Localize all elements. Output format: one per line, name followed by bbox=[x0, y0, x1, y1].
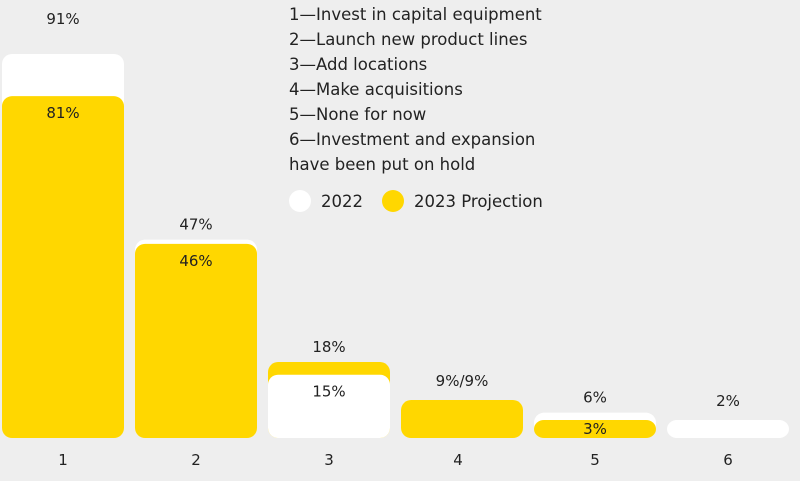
x-tick-label-6: 6 bbox=[723, 451, 733, 469]
series-swatch-2022 bbox=[289, 190, 311, 212]
value-label-top-2: 47% bbox=[179, 216, 212, 234]
bar-group-3: 18% 15% 3 bbox=[268, 338, 390, 469]
series-legend-2022: 2022 bbox=[289, 190, 363, 212]
bar-group-6: 2% 6 bbox=[667, 392, 789, 469]
category-legend: 1—Invest in capital equipment 2—Launch n… bbox=[289, 2, 542, 177]
series-legend-2023-projection: 2023 Projection bbox=[382, 190, 543, 212]
value-label-top-3: 18% bbox=[312, 338, 345, 356]
x-tick-label-1: 1 bbox=[58, 451, 68, 469]
category-legend-item-4: 4—Make acquisitions bbox=[289, 80, 463, 99]
bar-2022-3 bbox=[268, 374, 390, 438]
bar-group-2: 47% 46% 2 bbox=[135, 216, 257, 469]
value-label-bottom-2: 46% bbox=[179, 252, 212, 270]
value-label-bottom-1: 81% bbox=[46, 104, 79, 122]
bar-2023-projection-1 bbox=[2, 96, 124, 439]
value-label-top-1: 91% bbox=[46, 10, 79, 28]
category-legend-item-3: 3—Add locations bbox=[289, 55, 428, 74]
bar-group-1: 91% 81% 1 bbox=[2, 10, 124, 469]
category-legend-item-5: 5—None for now bbox=[289, 105, 427, 124]
value-label-top-6: 2% bbox=[716, 392, 740, 410]
category-legend-item-6: 6—Investment and expansion bbox=[289, 130, 536, 149]
category-legend-item-6-continued: have been put on hold bbox=[289, 155, 476, 174]
x-tick-label-4: 4 bbox=[453, 451, 463, 469]
value-label-top-5: 6% bbox=[583, 389, 607, 407]
x-tick-label-5: 5 bbox=[590, 451, 600, 469]
category-legend-item-1: 1—Invest in capital equipment bbox=[289, 5, 542, 24]
value-label-top-4: 9%/9% bbox=[436, 372, 489, 390]
category-legend-item-2: 2—Launch new product lines bbox=[289, 30, 528, 49]
bar-group-4: 9%/9% 4 bbox=[401, 372, 523, 469]
x-tick-label-3: 3 bbox=[324, 451, 334, 469]
series-label-2023-projection: 2023 Projection bbox=[414, 191, 543, 211]
bar-2023-projection-4 bbox=[401, 400, 523, 438]
value-label-bottom-3: 15% bbox=[312, 383, 345, 401]
series-label-2022: 2022 bbox=[321, 191, 363, 211]
bar-2023-projection-2 bbox=[135, 243, 257, 438]
value-label-bottom-5: 3% bbox=[583, 420, 607, 438]
x-tick-label-2: 2 bbox=[191, 451, 201, 469]
bar-2022-6 bbox=[667, 420, 789, 438]
series-legend: 2022 2023 Projection bbox=[289, 190, 562, 212]
bar-2023-projection-5 bbox=[534, 420, 656, 438]
bar-group-5: 6% 3% 5 bbox=[534, 389, 656, 469]
series-swatch-2023-projection bbox=[382, 190, 404, 212]
